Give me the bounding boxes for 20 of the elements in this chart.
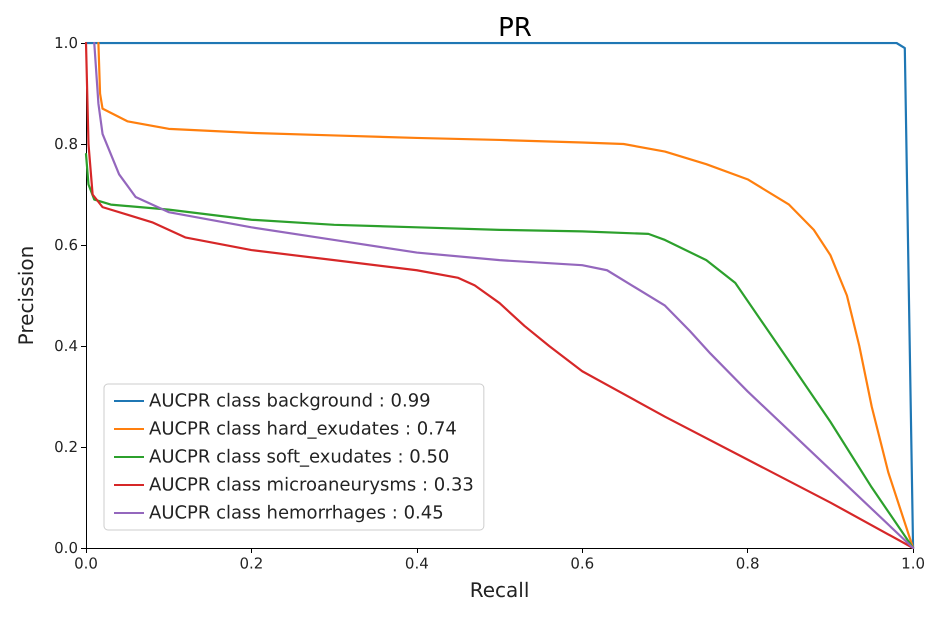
x-tick-label: 0.2 (239, 554, 264, 572)
legend-label: AUCPR class microaneurysms : 0.33 (149, 474, 474, 496)
y-axis-title: Precission (14, 246, 38, 346)
y-tick-label: 0.6 (54, 236, 78, 254)
x-tick-label: 0.6 (570, 554, 594, 572)
x-tick-label: 1.0 (901, 554, 925, 572)
legend-label: AUCPR class hard_exudates : 0.74 (149, 418, 457, 440)
legend-label: AUCPR class soft_exudates : 0.50 (149, 446, 450, 468)
y-tick-label: 0.0 (54, 539, 78, 557)
y-tick-label: 0.4 (54, 337, 78, 355)
y-tick-label: 1.0 (54, 34, 78, 52)
y-tick-label: 0.2 (54, 438, 78, 456)
legend-label: AUCPR class background : 0.99 (149, 390, 431, 412)
chart-title: PR (498, 13, 532, 43)
legend-label: AUCPR class hemorrhages : 0.45 (149, 502, 444, 524)
x-tick-label: 0.8 (736, 554, 760, 572)
y-tick-label: 0.8 (54, 135, 78, 153)
x-tick-label: 0.0 (74, 554, 98, 572)
x-tick-label: 0.4 (404, 554, 429, 572)
x-axis-title: Recall (470, 578, 530, 602)
